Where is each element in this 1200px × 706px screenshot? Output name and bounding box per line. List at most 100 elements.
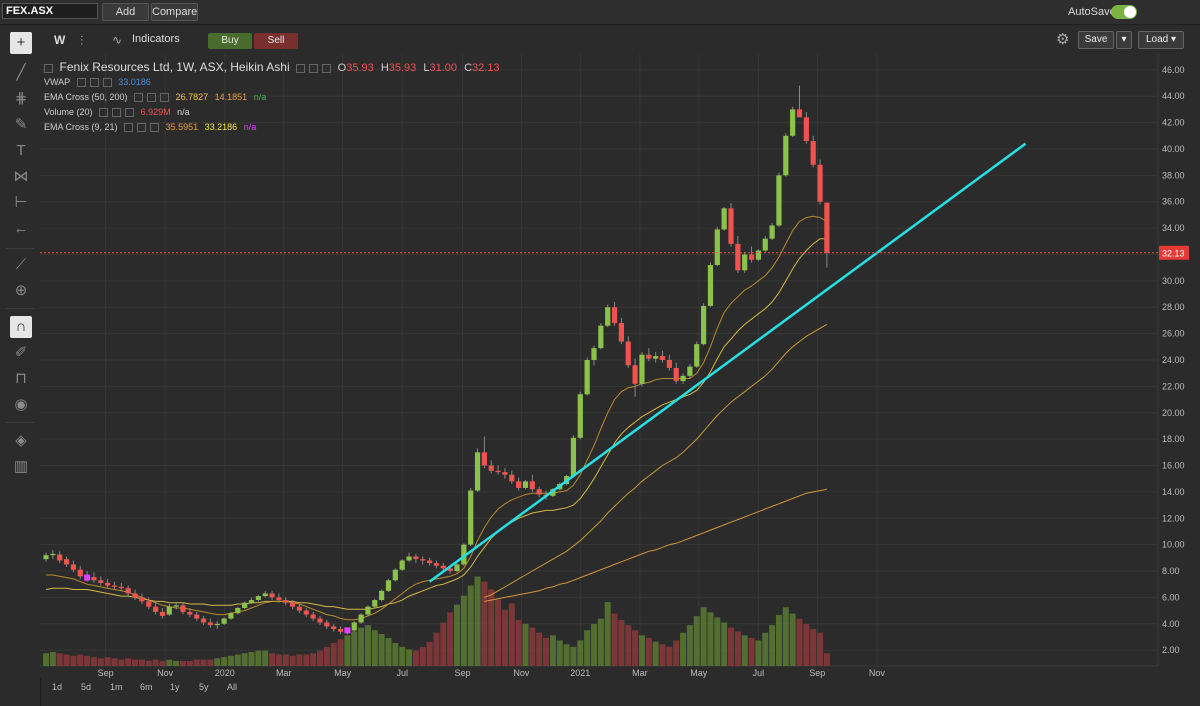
candle-body	[228, 613, 234, 619]
volume-bar	[488, 589, 495, 666]
ruler-icon[interactable]: ⟋	[15, 256, 27, 273]
magnet-icon[interactable]: ∩	[10, 316, 32, 338]
range-5y[interactable]: 5y	[199, 682, 209, 692]
y-tick-label: 24.00	[1162, 355, 1185, 365]
range-5d[interactable]: 5d	[81, 682, 92, 692]
range-1y[interactable]: 1y	[170, 682, 180, 692]
legend-volume[interactable]: Volume (20) 6.929M n/a	[44, 107, 190, 118]
candle-body	[529, 481, 535, 490]
volume-bar	[426, 641, 433, 666]
collapse-icon[interactable]	[44, 64, 53, 74]
volume-bar	[323, 646, 330, 666]
candle-body	[159, 611, 166, 616]
save-menu-chevron-icon[interactable]: ▾	[1116, 31, 1132, 49]
volume-bar	[666, 646, 673, 666]
volume-bar	[481, 581, 488, 666]
volume-bar	[97, 658, 104, 666]
fib-tool-icon[interactable]: ⋕	[14, 90, 28, 107]
measure-tool-icon[interactable]: ⊢	[14, 194, 28, 211]
candle-body	[454, 564, 460, 572]
visibility-icon[interactable]	[296, 64, 306, 74]
toolbar-divider	[6, 308, 34, 309]
candle-body	[461, 544, 467, 565]
back-arrow-icon[interactable]: ←	[13, 220, 29, 237]
price-chart[interactable]: 2.00 4.00 6.00 8.00 10.00 12.00 14.00 16.00 18.0…	[40, 54, 1200, 678]
volume-bar	[817, 632, 824, 666]
pattern-tool-icon[interactable]: ⋈	[13, 168, 29, 185]
legend-ema-9-21[interactable]: EMA Cross (9, 21) 35.5951 33.2186 n/a	[44, 122, 257, 133]
volume-bar	[186, 660, 193, 666]
settings-small-icon[interactable]	[309, 64, 319, 74]
volume-bar	[632, 630, 639, 666]
save-button[interactable]: Save	[1078, 31, 1114, 49]
range-6m[interactable]: 6m	[140, 682, 153, 692]
add-button[interactable]: Add	[102, 3, 149, 21]
candle-body	[413, 556, 419, 560]
candle-body	[406, 556, 412, 561]
volume-bar	[515, 620, 522, 666]
lock-icon[interactable]: ⊓	[15, 370, 27, 387]
volume-bar	[810, 628, 817, 666]
y-tick-label: 18.00	[1162, 434, 1185, 444]
candle-body	[447, 568, 453, 572]
trash-icon[interactable]: ▥	[13, 458, 29, 475]
compare-button[interactable]: Compare	[151, 3, 198, 21]
settings-icon[interactable]: ⚙	[1056, 31, 1070, 48]
x-tick-label: Mar	[632, 668, 648, 678]
legend-ema-50-200[interactable]: EMA Cross (50, 200) 26.7827 14.1851 n/a	[44, 92, 267, 103]
candle-style-icon[interactable]: ⫶	[80, 33, 84, 48]
candle-body	[283, 600, 289, 603]
indicators-button[interactable]: Indicators	[132, 33, 180, 45]
eye-icon[interactable]: ◉	[14, 396, 28, 413]
symbol-input[interactable]: FEX.ASX	[2, 3, 98, 19]
volume-bar	[269, 653, 276, 666]
x-tick-label: Sep	[454, 668, 470, 678]
indicators-icon[interactable]: ∿	[112, 33, 123, 47]
candle-body	[392, 569, 398, 581]
autosave-toggle[interactable]	[1111, 5, 1137, 19]
candle-body	[803, 117, 809, 142]
candle-body	[317, 618, 323, 623]
volume-bar	[234, 654, 241, 666]
volume-bar	[296, 654, 303, 666]
candle-body	[331, 626, 337, 630]
price-badge	[1159, 245, 1189, 260]
y-tick-label: 4.00	[1162, 619, 1180, 629]
layers-icon[interactable]: ◈	[15, 432, 27, 449]
candle-body	[187, 611, 193, 615]
candle-body	[591, 348, 597, 360]
brush-tool-icon[interactable]: ✎	[14, 116, 28, 133]
buy-button[interactable]: Buy	[208, 33, 252, 49]
zoom-icon[interactable]: ⊕	[14, 282, 28, 299]
ema-200-line	[484, 488, 827, 602]
candle-body	[516, 481, 522, 488]
x-tick-label: 2020	[215, 668, 235, 678]
candle-body	[399, 560, 405, 570]
candle-body	[276, 597, 282, 601]
trendline-tool-icon[interactable]: ╱	[16, 64, 26, 81]
candle-body	[248, 600, 255, 603]
sell-button[interactable]: Sell	[254, 33, 298, 49]
draw-lock-icon[interactable]: ✐	[14, 344, 28, 361]
text-tool-icon[interactable]: T	[16, 142, 26, 159]
volume-bar	[625, 625, 632, 666]
y-tick-label: 16.00	[1162, 461, 1185, 471]
range-1m[interactable]: 1m	[110, 682, 123, 692]
interval-selector[interactable]: W	[54, 33, 66, 47]
remove-icon[interactable]	[322, 64, 332, 74]
candle-body	[824, 202, 830, 253]
range-all[interactable]: All	[227, 682, 238, 692]
volume-bar	[454, 604, 460, 666]
range-1d[interactable]: 1d	[52, 682, 63, 692]
volume-bar	[166, 659, 173, 666]
candle-body	[570, 437, 577, 477]
load-button[interactable]: Load ▾	[1138, 31, 1184, 49]
legend-vwap[interactable]: VWAP 33.0186	[44, 77, 151, 88]
candle-body	[98, 580, 104, 583]
y-tick-label: 10.00	[1162, 540, 1185, 550]
load-label: Load	[1145, 34, 1169, 45]
candle-body	[776, 175, 782, 226]
candle-body	[153, 606, 159, 612]
crosshair-icon[interactable]: +	[10, 32, 32, 54]
volume-bar	[680, 632, 687, 666]
